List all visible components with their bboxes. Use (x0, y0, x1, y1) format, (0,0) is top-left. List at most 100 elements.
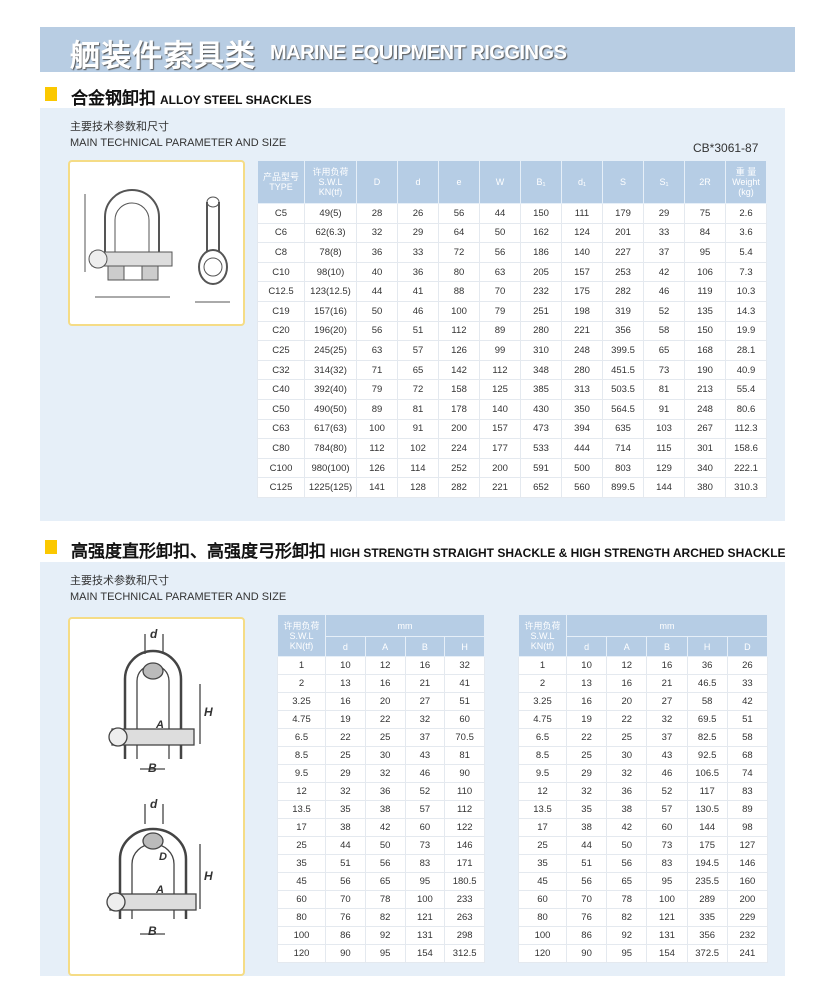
table-row: 80 76 82 121 263 (277, 908, 485, 927)
table-cell: 78 (606, 890, 648, 909)
table-cell: 224 (438, 438, 480, 459)
table-cell: 221 (479, 477, 521, 498)
table-cell: 89 (356, 398, 398, 420)
drawing-label-big-d: D (159, 851, 167, 863)
table-cell: 154 (646, 944, 688, 963)
table-cell: 473 (520, 418, 562, 440)
table-cell: C5 (257, 203, 305, 224)
column-header: H (444, 636, 485, 657)
table-cell: 30 (364, 746, 406, 765)
table-cell: 95 (684, 242, 726, 263)
table-cell: 106 (684, 261, 726, 283)
column-header: A (364, 636, 406, 657)
column-header-line: (kg) (738, 187, 754, 197)
section2-title-cn: 高强度直形卸扣、高强度弓形卸扣 (71, 542, 326, 562)
column-header-line: d (415, 177, 421, 187)
column-header: d₁ (561, 160, 603, 204)
table-cell: 73 (404, 836, 446, 855)
table-cell: 144 (643, 477, 685, 498)
table-cell: 13 (565, 674, 608, 693)
column-header: B (404, 636, 446, 657)
table-cell: 25 (565, 746, 608, 765)
table-cell: 90 (444, 764, 485, 783)
table-cell: 35 (518, 854, 567, 873)
table-cell: 80 (438, 261, 480, 283)
table-cell: 340 (684, 457, 726, 479)
table-cell: 38 (325, 818, 366, 837)
table-cell: 50 (479, 222, 521, 244)
table-cell: 235.5 (686, 872, 728, 891)
table-row: 100 86 92 131 356 232 (518, 926, 769, 945)
table-cell: 80.6 (725, 398, 767, 420)
table-cell: 10.3 (725, 281, 767, 302)
table-cell: 6.5 (518, 728, 567, 747)
table-cell: 25 (325, 746, 366, 765)
arched-shackle-table: 许用负荷 S.W.L KN(tf) mm d A B H D 1 10 12 16 36 26 2 13 16 2… (518, 614, 769, 963)
drawing-label-a: A (156, 719, 164, 731)
table-cell: 160 (726, 872, 769, 891)
table-cell: 45 (518, 872, 567, 891)
table-cell: 60 (646, 818, 688, 837)
table-cell: 9.5 (277, 764, 326, 783)
table-cell: 190 (684, 359, 726, 381)
table-cell: 4.75 (518, 710, 567, 729)
table-cell: 180.5 (444, 872, 485, 891)
table-cell: 69.5 (686, 710, 728, 729)
column-header: d (565, 636, 608, 657)
column-header: B₁ (520, 160, 562, 204)
table-cell: 899.5 (602, 477, 644, 498)
table-cell: 177 (479, 438, 521, 459)
table-cell: 83 (646, 854, 688, 873)
table-cell: 106.5 (686, 764, 728, 783)
table-cell: 56 (438, 203, 480, 224)
table-cell: 196(20) (304, 320, 357, 342)
swl-header-line: S.W.L (530, 630, 555, 641)
table-cell: 25 (277, 836, 326, 855)
table-cell: 120 (518, 944, 567, 963)
table-cell: 430 (520, 398, 562, 420)
table-cell: 122 (444, 818, 485, 837)
table-row: 12 32 36 52 117 83 (518, 782, 769, 801)
table-cell: 564.5 (602, 398, 644, 420)
table-row: 2 13 16 21 41 (277, 674, 485, 693)
table-cell: 57 (646, 800, 688, 819)
swl-header-line: KN(tf) (289, 640, 314, 651)
table-cell: 16 (404, 656, 446, 675)
table-cell: 229 (726, 908, 769, 927)
table-cell: 29 (397, 222, 439, 244)
table-cell: 16 (364, 674, 406, 693)
table-cell: 5.4 (725, 242, 767, 263)
drawing-label-a2: A (156, 884, 164, 896)
table-cell: C12.5 (257, 281, 305, 302)
table-row: 100 86 92 131 298 (277, 926, 485, 945)
table-cell: 95 (646, 872, 688, 891)
table-cell: 205 (520, 261, 562, 283)
table-cell: 392(40) (304, 379, 357, 400)
table-cell: 12 (518, 782, 567, 801)
table-cell: 29 (325, 764, 366, 783)
table-cell: 49(5) (304, 203, 357, 224)
table-cell: 146 (444, 836, 485, 855)
table-cell: 57 (404, 800, 446, 819)
table-cell: 131 (404, 926, 446, 945)
table-cell: 282 (438, 477, 480, 498)
table-cell: 42 (643, 261, 685, 283)
table-row: 4.75 19 22 32 60 (277, 710, 485, 729)
table-cell: 112 (356, 438, 398, 459)
subtitle-cn: 主要技术参数和尺寸 (70, 575, 169, 587)
table-cell: 100 (646, 890, 688, 909)
table-cell: 3.25 (277, 692, 326, 711)
swl-header: 许用负荷 S.W.L KN(tf) (277, 614, 326, 657)
table-cell: 63 (479, 261, 521, 283)
table-cell: 27 (646, 692, 688, 711)
table-cell: 89 (479, 320, 521, 342)
table-cell: 19 (325, 710, 366, 729)
table-row: 25 44 50 73 146 (277, 836, 485, 855)
table-cell: 13.5 (518, 800, 567, 819)
table-cell: 90 (565, 944, 608, 963)
table-cell: 100 (518, 926, 567, 945)
table-cell: 56 (479, 242, 521, 263)
table-cell: 82 (606, 908, 648, 927)
table-cell: 10 (565, 656, 608, 675)
